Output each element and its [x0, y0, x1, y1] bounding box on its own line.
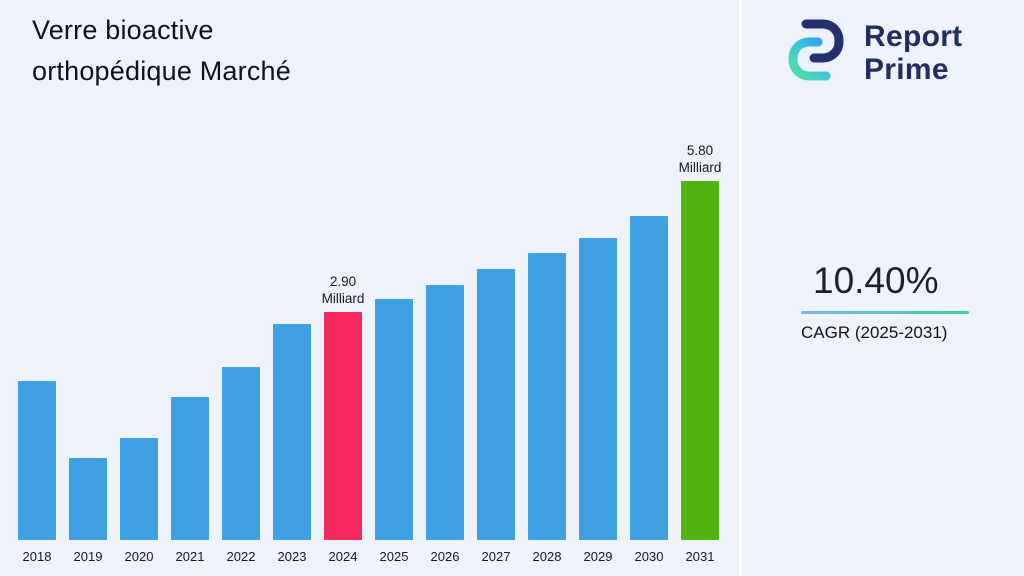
x-axis-label-2024: 2024 [328, 549, 358, 564]
bar-column-2028: 2028 [528, 253, 566, 564]
bar-2024 [324, 312, 362, 540]
x-axis-label-2023: 2023 [277, 549, 307, 564]
bar-value-label-2031: 5.80 Milliard [678, 143, 722, 175]
bar-column-2030: 2030 [630, 216, 668, 564]
x-axis-label-2020: 2020 [124, 549, 154, 564]
bar-column-2026: 2026 [426, 285, 464, 564]
bar-2019 [69, 458, 107, 540]
x-axis-label-2030: 2030 [634, 549, 664, 564]
x-axis-label-2031: 2031 [685, 549, 715, 564]
x-axis-label-2021: 2021 [175, 549, 205, 564]
bar-2021 [171, 397, 209, 540]
bar-2023 [273, 324, 311, 540]
page-title: Verre bioactive orthopédique Marché [32, 10, 291, 92]
bar-2031 [681, 181, 719, 540]
bar-2026 [426, 285, 464, 540]
bar-column-2019: 2019 [69, 458, 107, 564]
x-axis-label-2028: 2028 [532, 549, 562, 564]
x-axis-label-2019: 2019 [73, 549, 103, 564]
bar-column-2023: 2023 [273, 324, 311, 564]
bar-2018 [18, 381, 56, 540]
x-axis-label-2026: 2026 [430, 549, 460, 564]
bar-column-2029: 2029 [579, 238, 617, 564]
bar-2030 [630, 216, 668, 540]
logo-word-report: Report [864, 19, 963, 53]
bar-column-2022: 2022 [222, 367, 260, 564]
x-axis-label-2018: 2018 [22, 549, 52, 564]
bar-2022 [222, 367, 260, 540]
bar-column-2031: 5.80 Milliard 2031 [678, 142, 722, 564]
logo-word-prime: Prime [864, 52, 949, 86]
x-axis-label-2022: 2022 [226, 549, 256, 564]
vertical-divider [739, 0, 742, 576]
report-prime-logo: Report Prime [779, 12, 962, 93]
x-axis-label-2027: 2027 [481, 549, 511, 564]
bar-chart: 2018 2019 2020 2021 2022 2023 2.90 Milliard 2024… [18, 142, 722, 564]
bar-column-2027: 2027 [477, 269, 515, 564]
report-prime-logo-text: Report Prime [864, 20, 962, 86]
bar-2025 [375, 299, 413, 540]
x-axis-label-2029: 2029 [583, 549, 613, 564]
bar-value-label-2024: 2.90 Milliard [321, 274, 365, 306]
bar-column-2020: 2020 [120, 438, 158, 564]
page-title-line2: orthopédique Marché [32, 56, 291, 86]
bar-column-2021: 2021 [171, 397, 209, 564]
page-title-line1: Verre bioactive [32, 15, 214, 45]
cagr-value: 10.40% [813, 260, 939, 301]
bar-2028 [528, 253, 566, 540]
bar-column-2025: 2025 [375, 299, 413, 564]
cagr-block: 10.40% CAGR (2025-2031) [801, 260, 969, 343]
bar-column-2024: 2.90 Milliard 2024 [321, 273, 365, 564]
cagr-underline [801, 311, 969, 314]
bar-2027 [477, 269, 515, 540]
x-axis-label-2025: 2025 [379, 549, 409, 564]
report-prime-logo-icon [779, 12, 853, 93]
bar-2020 [120, 438, 158, 540]
cagr-caption: CAGR (2025-2031) [801, 323, 948, 342]
bar-column-2018: 2018 [18, 381, 56, 564]
bar-2029 [579, 238, 617, 540]
